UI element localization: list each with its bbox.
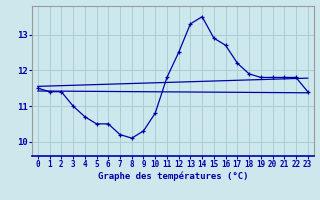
X-axis label: Graphe des températures (°C): Graphe des températures (°C)	[98, 172, 248, 181]
